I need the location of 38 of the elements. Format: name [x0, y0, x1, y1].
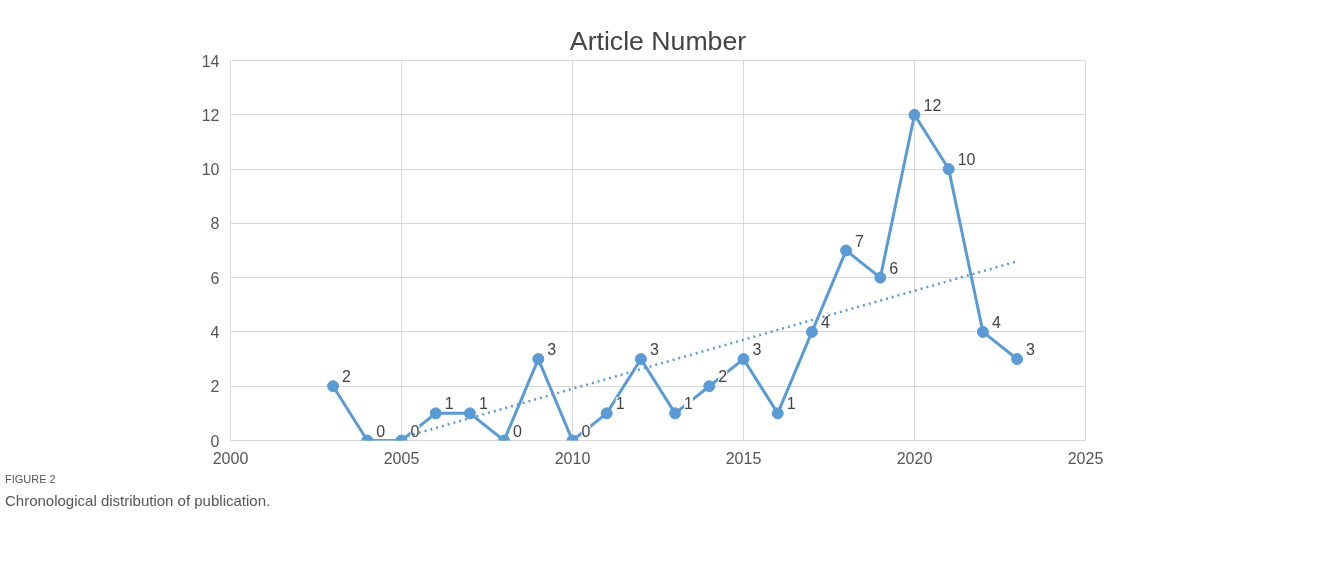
data-label: 6: [889, 259, 899, 277]
data-label: 3: [1026, 341, 1036, 359]
y-tick-label: 10: [201, 161, 220, 179]
y-tick-label: 2: [210, 378, 220, 396]
caption: FIGURE 2: [5, 472, 56, 487]
x-tick-label: 2020: [896, 449, 933, 467]
y-tick-label: 6: [210, 269, 220, 287]
data-label: 12: [923, 96, 942, 114]
data-label: 2: [718, 368, 728, 386]
data-label: 3: [547, 341, 557, 359]
chart-title: Article Number: [569, 25, 747, 56]
y-tick-label: 12: [201, 106, 220, 124]
data-label: 4: [820, 313, 830, 331]
data-label: 1: [684, 395, 694, 413]
text: Chronological distribution of publication.: [5, 490, 271, 511]
data-label: 7: [855, 232, 865, 250]
y-tick-label: 4: [210, 323, 220, 341]
data-label: 0: [581, 422, 591, 440]
data-label: 4: [991, 313, 1001, 331]
x-tick-label: 2015: [725, 449, 762, 467]
x-tick-label: 2025: [1067, 449, 1104, 467]
data-label: 3: [649, 341, 659, 359]
data-label: 10: [957, 151, 976, 169]
data-label: 3: [752, 341, 762, 359]
y-tick-label: 14: [201, 52, 220, 70]
y-tick-label: 8: [210, 215, 220, 233]
data-label: 0: [410, 422, 420, 440]
x-tick-label: 2000: [212, 449, 249, 467]
x-tick-label: 2010: [554, 449, 591, 467]
data-label: 1: [478, 395, 488, 413]
data-label: 0: [376, 422, 386, 440]
x-tick-label: 2005: [383, 449, 420, 467]
y-tick-label: 0: [210, 432, 220, 450]
data-label: 0: [513, 422, 523, 440]
data-label: 1: [615, 395, 625, 413]
data-label: 2: [342, 368, 352, 386]
data-label: 1: [786, 395, 796, 413]
data-label: 1: [444, 395, 454, 413]
